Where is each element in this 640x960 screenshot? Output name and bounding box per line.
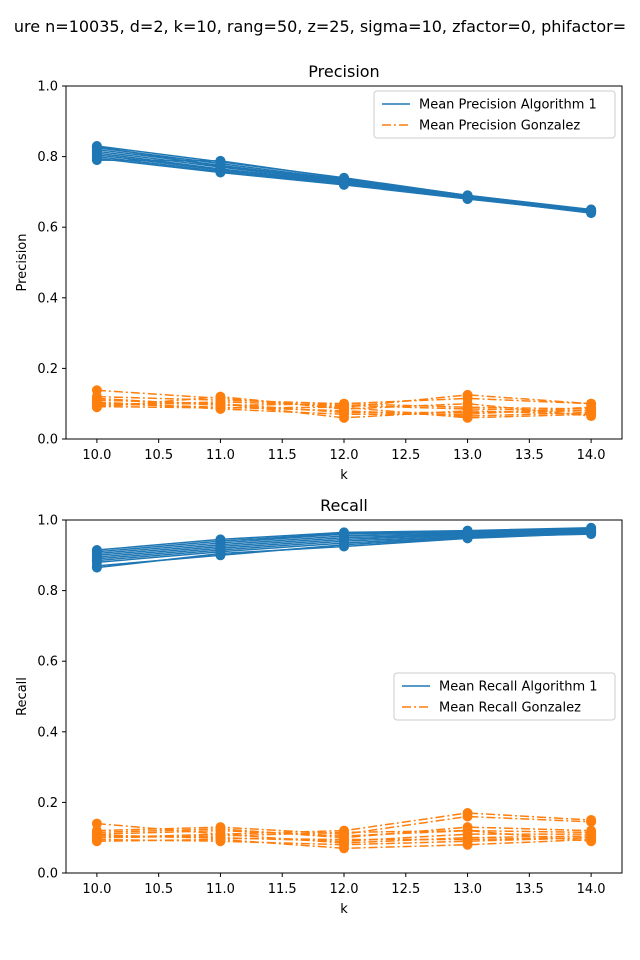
precision-point-gonzalez-19-2 xyxy=(339,402,349,413)
recall-point-gonzalez-18-2 xyxy=(339,827,349,838)
precision-x-tick-label-1: 10.5 xyxy=(144,448,173,463)
precision-x-tick-label-2: 11.0 xyxy=(206,448,235,463)
recall-y-axis-label: Recall xyxy=(15,677,30,716)
precision-x-tick-label-4: 12.0 xyxy=(330,448,359,463)
recall-series-line-gonzalez-16 xyxy=(96,836,592,846)
recall-series-line-gonzalez-18 xyxy=(96,829,592,842)
precision-point-gonzalez-19-0 xyxy=(91,401,102,412)
recall-point-alg1-9-2 xyxy=(339,541,349,552)
recall-point-gonzalez-17-2 xyxy=(339,843,349,854)
recall-series-line-gonzalez-13 xyxy=(96,829,592,837)
precision-point-gonzalez-19-1 xyxy=(215,402,226,413)
recall-point-gonzalez-19-4 xyxy=(586,832,597,843)
recall-legend: Mean Recall Algorithm 1 Mean Recall Gonza… xyxy=(393,672,616,721)
recall-point-gonzalez-10-0 xyxy=(91,818,102,829)
recall-y-tick-label-4: 0.8 xyxy=(37,584,58,599)
recall-point-alg1-9-0 xyxy=(91,562,102,573)
precision-series-line-gonzalez-14 xyxy=(96,401,592,412)
figure-suptitle: ure n=10035, d=2, k=10, rang=50, z=25, s… xyxy=(14,17,626,36)
precision-series-line-gonzalez-10 xyxy=(96,389,592,408)
precision-series-line-gonzalez-17 xyxy=(96,397,592,407)
recall-legend-label-0: Mean Recall Algorithm 1 xyxy=(439,680,598,695)
recall-point-gonzalez-11-4 xyxy=(586,816,597,827)
recall-series-line-gonzalez-12 xyxy=(96,826,592,839)
recall-series-line-gonzalez-17 xyxy=(96,838,592,850)
precision-series-line-gonzalez-15 xyxy=(96,395,592,417)
recall-legend-box xyxy=(393,672,616,721)
precision-legend-box xyxy=(373,90,616,139)
recall-legend-label-1: Mean Recall Gonzalez xyxy=(439,701,581,716)
recall-point-gonzalez-19-2 xyxy=(339,834,349,845)
recall-point-gonzalez-19-1 xyxy=(215,833,226,844)
recall-x-tick-label-7: 13.5 xyxy=(515,882,544,897)
recall-y-tick-label-3: 0.6 xyxy=(37,655,58,670)
recall-x-tick-label-6: 13.0 xyxy=(453,882,482,897)
precision-point-alg1-8-0 xyxy=(91,153,102,164)
precision-x-tick-label-5: 12.5 xyxy=(391,448,420,463)
precision-y-tick-label-3: 0.6 xyxy=(37,221,58,236)
precision-y-tick-label-0: 0.0 xyxy=(37,433,58,448)
precision-x-tick-label-7: 13.5 xyxy=(515,448,544,463)
recall-point-alg1-9-1 xyxy=(215,548,226,559)
recall-point-alg1-9-3 xyxy=(462,533,473,544)
precision-point-alg1-9-0 xyxy=(91,141,102,152)
precision-point-alg1-9-3 xyxy=(462,191,473,202)
recall-x-tick-label-0: 10.0 xyxy=(82,882,111,897)
recall-series-line-gonzalez-15 xyxy=(96,833,592,844)
precision-x-tick-label-3: 11.5 xyxy=(268,448,297,463)
precision-point-gonzalez-15-1 xyxy=(215,391,226,402)
precision-x-tick-label-6: 13.0 xyxy=(453,448,482,463)
recall-y-tick-label-2: 0.4 xyxy=(37,725,58,740)
recall-x-axis-label: k xyxy=(340,902,348,917)
recall-point-gonzalez-11-3 xyxy=(462,811,473,822)
recall-point-gonzalez-18-3 xyxy=(462,825,473,836)
precision-point-gonzalez-19-3 xyxy=(462,412,473,423)
precision-chart: 10.0 10.5 11.0 11.5 12.0 12.5 13.0 13.5 14.0 0.0 0… xyxy=(15,62,623,483)
precision-y-tick-label-2: 0.4 xyxy=(37,291,58,306)
precision-point-alg1-9-4 xyxy=(586,206,597,217)
recall-y-tick-label-1: 0.2 xyxy=(37,796,58,811)
precision-x-axis-label: k xyxy=(340,468,348,483)
recall-point-alg1-9-4 xyxy=(586,528,597,539)
precision-legend-label-1: Mean Precision Gonzalez xyxy=(419,119,580,134)
precision-point-alg1-9-2 xyxy=(339,174,349,185)
precision-series-line-gonzalez-19 xyxy=(96,405,592,419)
recall-x-tick-label-2: 11.0 xyxy=(206,882,235,897)
precision-x-tick-label-8: 14.0 xyxy=(577,448,606,463)
recall-x-tick-label-8: 14.0 xyxy=(577,882,606,897)
recall-x-tick-label-3: 11.5 xyxy=(268,882,297,897)
precision-y-tick-label-1: 0.2 xyxy=(37,362,58,377)
recall-series-line-gonzalez-19 xyxy=(96,834,592,841)
recall-series-group xyxy=(91,522,597,854)
precision-legend: Mean Precision Algorithm 1 Mean Precision… xyxy=(373,90,616,139)
recall-y-tick-label-5: 1.0 xyxy=(37,514,58,529)
precision-series-line-gonzalez-18 xyxy=(96,402,592,414)
precision-series-line-gonzalez-13 xyxy=(96,402,592,417)
precision-legend-label-0: Mean Precision Algorithm 1 xyxy=(419,98,597,113)
precision-chart-title: Precision xyxy=(308,62,379,81)
precision-y-axis-label: Precision xyxy=(15,233,30,291)
precision-point-gonzalez-17-3 xyxy=(462,393,473,404)
precision-point-gonzalez-19-4 xyxy=(586,409,597,420)
recall-y-tick-label-0: 0.0 xyxy=(37,867,58,882)
recall-series-line-gonzalez-10 xyxy=(96,812,592,835)
recall-point-gonzalez-19-0 xyxy=(91,829,102,840)
precision-point-alg1-9-1 xyxy=(215,161,226,172)
recall-series-line-gonzalez-11 xyxy=(96,815,592,835)
precision-series-group xyxy=(91,141,597,423)
recall-x-tick-label-5: 12.5 xyxy=(391,882,420,897)
recall-x-tick-label-4: 12.0 xyxy=(330,882,359,897)
recall-x-tick-label-1: 10.5 xyxy=(144,882,173,897)
precision-point-gonzalez-17-4 xyxy=(586,398,597,409)
recall-point-gonzalez-19-3 xyxy=(462,834,473,845)
precision-y-tick-label-4: 0.8 xyxy=(37,150,58,165)
recall-chart: 10.0 10.5 11.0 11.5 12.0 12.5 13.0 13.5 14.0 0.0 0… xyxy=(15,496,623,917)
precision-x-tick-label-0: 10.0 xyxy=(82,448,111,463)
recall-chart-title: Recall xyxy=(320,496,368,515)
precision-y-tick-label-5: 1.0 xyxy=(37,80,58,95)
